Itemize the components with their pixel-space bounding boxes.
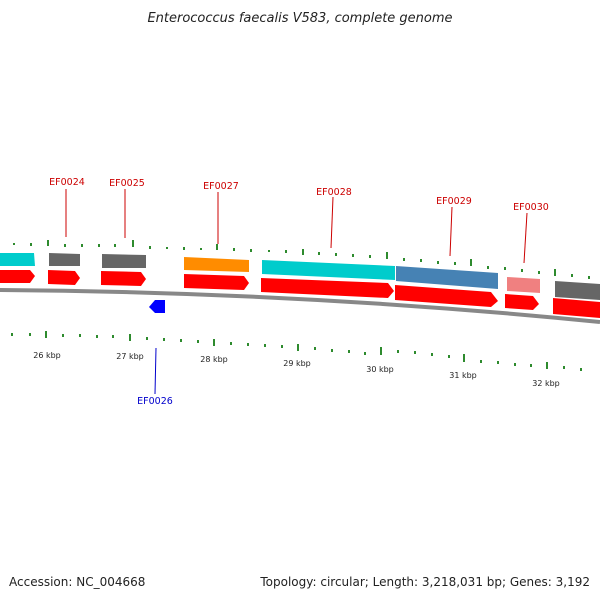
cds-arrow xyxy=(184,274,249,290)
feature-block xyxy=(555,281,600,300)
gene-leader-lines xyxy=(65,189,528,264)
cog-feature-ring xyxy=(0,253,600,300)
tick-label: 32 kbp xyxy=(532,379,560,388)
tick-label: 29 kbp xyxy=(283,359,311,368)
gene-leader-line-blue xyxy=(154,347,157,395)
cds-arrow xyxy=(101,271,146,286)
gene-label-ef0025[interactable]: EF0025 xyxy=(109,178,145,189)
feature-block xyxy=(49,253,80,266)
feature-block xyxy=(262,260,395,280)
tick-label: 26 kbp xyxy=(33,351,61,360)
feature-block xyxy=(0,253,35,266)
genome-summary-text: Topology: circular; Length: 3,218,031 bp… xyxy=(259,575,590,589)
accession-text: Accession: NC_004668 xyxy=(9,575,145,589)
cds-arrow xyxy=(0,270,35,283)
feature-block xyxy=(184,257,249,272)
outer-scale-ticks xyxy=(13,240,590,279)
cds-arrow xyxy=(395,285,498,307)
tick-label: 31 kbp xyxy=(449,371,477,380)
cds-arrow xyxy=(505,294,539,310)
map-title: Enterococcus faecalis V583, complete gen… xyxy=(147,11,452,26)
cds-arrow xyxy=(48,270,80,285)
gene-label-ef0024[interactable]: EF0024 xyxy=(49,177,85,188)
inner-scale-ticks xyxy=(11,331,582,371)
gene-label-ef0029[interactable]: EF0029 xyxy=(436,196,472,207)
cds-arrow xyxy=(261,278,394,298)
cds-arrow xyxy=(553,298,600,318)
tick-label: 27 kbp xyxy=(116,352,144,361)
feature-block xyxy=(396,266,498,289)
gene-label-ef0030[interactable]: EF0030 xyxy=(513,202,549,213)
genome-backbone xyxy=(0,288,600,324)
feature-block xyxy=(507,277,540,293)
tick-label: 28 kbp xyxy=(200,355,228,364)
reverse-cds-arrow xyxy=(149,300,165,313)
forward-cds-ring xyxy=(0,270,600,318)
gene-label-ef0027[interactable]: EF0027 xyxy=(203,181,239,192)
gene-label-ef0028[interactable]: EF0028 xyxy=(316,187,352,198)
feature-block xyxy=(102,254,146,268)
gene-label-ef0026[interactable]: EF0026 xyxy=(137,396,173,407)
tick-label: 30 kbp xyxy=(366,365,394,374)
